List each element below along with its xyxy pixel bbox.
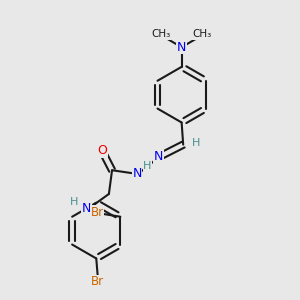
Text: H: H xyxy=(143,161,152,171)
Text: N: N xyxy=(154,149,163,163)
Text: N: N xyxy=(82,202,92,215)
Text: Br: Br xyxy=(90,206,104,219)
Text: N: N xyxy=(177,41,186,54)
Text: Br: Br xyxy=(91,275,104,288)
Text: O: O xyxy=(98,144,107,157)
Text: H: H xyxy=(70,197,78,208)
Text: CH₃: CH₃ xyxy=(152,29,171,39)
Text: N: N xyxy=(132,167,142,180)
Text: H: H xyxy=(192,138,200,148)
Text: CH₃: CH₃ xyxy=(193,29,212,39)
